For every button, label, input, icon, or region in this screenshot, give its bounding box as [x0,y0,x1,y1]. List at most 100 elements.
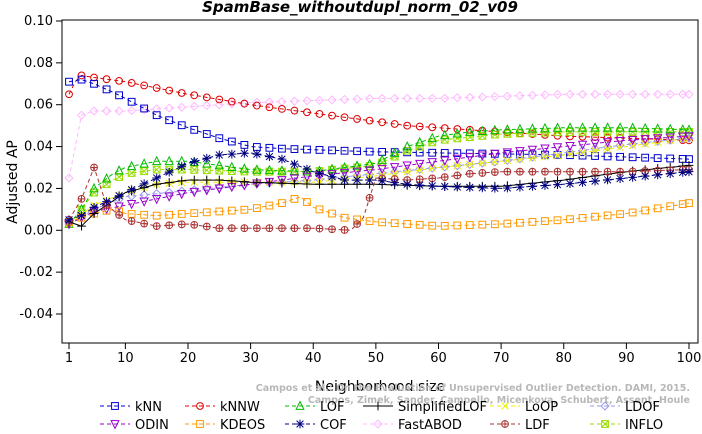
data-point [566,151,574,160]
data-point [465,92,475,102]
legend-item-lof: LOF [285,400,345,415]
data-point [440,182,450,191]
x-tick-label: 60 [430,351,447,366]
data-point [541,217,549,225]
data-point [678,89,688,99]
data-point [453,125,462,133]
data-point [352,160,362,170]
legend-item-odin: ODIN [100,418,169,433]
data-point [566,150,574,158]
data-point [364,94,375,104]
data-point [552,143,563,153]
data-point [164,192,174,202]
data-point [515,182,525,192]
data-point [490,130,499,139]
data-point [202,93,211,102]
data-point [227,224,236,233]
legend-label: kNNW [220,400,260,415]
x-tick-label: 90 [618,351,635,366]
data-point [503,156,512,165]
data-point [603,211,612,220]
data-point [89,106,99,116]
data-point [490,157,500,167]
data-point [540,90,550,100]
data-point [152,189,162,199]
data-point [528,154,537,162]
data-point [214,150,224,160]
data-point [566,128,574,136]
data-point [440,156,450,166]
data-point [666,154,675,163]
data-point [303,108,311,117]
data-point [452,161,462,171]
data-point [390,169,399,178]
data-point [328,225,336,234]
data-point [403,121,412,130]
data-point [252,101,261,110]
series-odin [64,132,694,230]
data-point [427,132,437,143]
data-point [290,179,299,189]
data-point [390,219,399,228]
data-point [602,122,613,132]
data-point [566,132,574,141]
chart-title: SpamBase_withoutdupl_norm_02_v09 [202,0,518,16]
legend-marker [196,420,204,428]
data-point [453,171,462,180]
data-point [684,124,694,134]
data-point [590,139,600,149]
y-axis-label: Adjusted AP [5,140,21,224]
data-point [227,97,236,106]
data-point [465,159,475,169]
data-point [502,148,513,158]
data-point [415,148,424,157]
legend-label: LDOF [625,400,660,415]
data-point [314,95,325,105]
data-point [340,113,349,122]
data-point [640,135,650,145]
data-point [553,180,562,190]
data-point [339,161,350,172]
data-point [453,149,462,158]
data-point [214,159,225,170]
data-point [490,124,500,135]
data-point [214,184,225,194]
y-tick-label: -0.04 [19,307,53,322]
series-cof [64,148,694,225]
data-point [165,86,174,95]
data-point [415,142,424,151]
data-point [528,129,537,137]
data-point [615,140,625,150]
data-point [428,164,436,173]
data-point [165,116,174,125]
data-point [577,145,588,155]
data-point [653,89,663,99]
data-point [602,89,613,99]
data-point [390,178,400,187]
data-point [427,158,437,168]
data-point [552,122,563,132]
data-point [540,181,550,190]
data-point [402,141,412,151]
data-point [151,194,162,205]
data-point [452,182,462,192]
data-point [202,100,212,111]
data-point [327,95,337,105]
series-loop [65,134,693,228]
data-point [152,222,161,230]
data-point [140,167,149,176]
data-point [202,208,211,217]
x-axis-label: Neighborhood size [315,379,445,395]
data-point [240,224,249,233]
data-point [278,105,286,113]
data-point [315,110,324,118]
data-point [684,167,694,177]
data-point [239,148,249,158]
data-point [227,176,237,186]
data-point [278,199,286,207]
data-point [177,102,187,112]
data-point [101,106,112,116]
data-point [240,99,249,108]
data-point [615,89,625,99]
